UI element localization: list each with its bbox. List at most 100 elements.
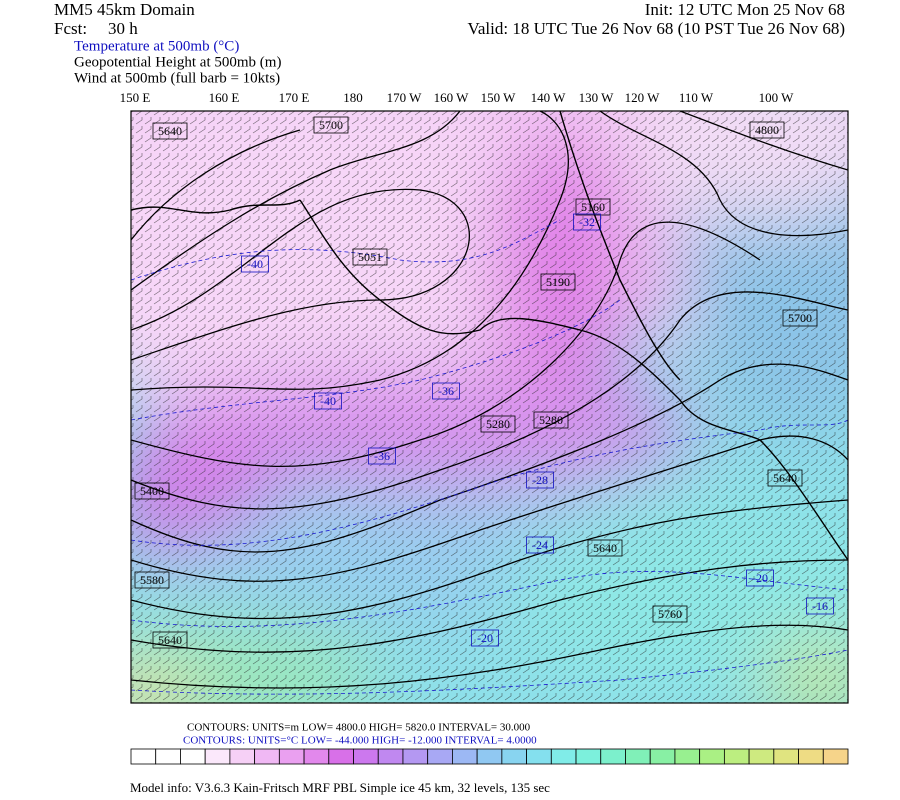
color-swatch [773,748,799,765]
temperature-label: -16 [812,599,828,613]
height-label-box [533,411,569,429]
height-label-box [152,631,188,649]
longitude-label: 170 E [279,90,310,105]
color-swatch [452,748,478,765]
temperature-contour-info: CONTOURS: UNITS=°C LOW= -44.000 HIGH= -1… [183,735,537,747]
height-label-box [575,198,611,216]
color-swatch [550,748,577,765]
color-swatch [353,748,379,765]
color-swatch [402,748,429,765]
height-label-box [134,571,170,589]
height-label-box [352,248,388,266]
height-label: 5160 [581,200,605,214]
height-label: 5051 [358,250,382,264]
height-label: 5280 [486,417,510,431]
field-height: Geopotential Height at 500mb (m) [74,54,281,70]
temperature-label-box [526,471,554,489]
height-label: 5640 [158,633,182,647]
longitude-label: 110 W [679,90,714,105]
color-swatch [674,748,701,765]
temperature-label: -36 [374,449,390,463]
temperature-label: -28 [532,473,548,487]
temperature-label-box [573,213,601,231]
temperature-label-box [314,392,342,410]
longitude-label: 170 W [387,90,423,105]
color-swatch [748,748,775,765]
height-label: 5700 [788,311,812,325]
height-label: 5640 [158,124,182,138]
color-swatch [822,748,849,765]
model-info: Model info: V3.6.3 Kain-Fritsch MRF PBL … [130,780,550,795]
height-label-box [134,482,170,500]
color-swatch [180,748,206,765]
color-swatch [303,748,330,765]
valid-time: Valid: 18 UTC Tue 26 Nov 68 (10 PST Tue … [467,19,845,38]
color-swatch [328,748,354,765]
map-frame [130,110,849,704]
color-bar [130,748,849,765]
contour-labels: 5640 5700 4800 5160 5051 5190 5700 5280 5280 5640… [134,116,834,649]
height-label-box [152,122,188,140]
height-label-box [782,309,818,327]
temperature-label: -40 [247,257,263,271]
temperature-label: -40 [320,394,336,408]
temperature-label: -20 [477,631,493,645]
color-swatch [625,748,651,765]
wind-barbs [131,111,848,703]
height-label: 5640 [593,541,617,555]
temperature-label: -32 [579,215,595,229]
color-swatch [600,748,626,765]
temperature-contours [131,219,848,695]
longitude-label: 160 E [209,90,240,105]
temperature-label: -24 [532,538,548,552]
temperature-label-box [432,382,460,400]
color-swatch [204,748,231,765]
color-swatch [723,748,750,765]
field-temperature: Temperature at 500mb (°C) [74,38,239,54]
height-label: 5400 [140,484,164,498]
height-label-box [313,116,349,134]
longitude-labels: 150 E 160 E 170 E 180 170 W 160 W 150 W 140 W 13… [120,90,794,105]
longitude-label: 120 W [625,90,661,105]
temperature-label-box [746,569,774,587]
forecast-hour: 30 h [108,19,138,38]
height-label: 5760 [658,607,682,621]
height-label-box [749,121,785,139]
temperature-label-box [806,597,834,615]
color-swatch [427,748,453,765]
longitude-label: 140 W [531,90,567,105]
temperature-label: -36 [438,384,454,398]
temperature-label-box [471,629,499,647]
color-swatch [699,748,725,765]
domain-title: MM5 45km Domain [54,0,195,19]
height-contours [131,111,848,689]
color-swatch [501,748,527,765]
height-label-box [480,415,516,433]
color-swatch [649,748,676,765]
longitude-label: 150 W [481,90,517,105]
temperature-label-box [241,255,269,273]
color-swatch [254,748,280,765]
longitude-label: 130 W [579,90,615,105]
height-label: 4800 [755,123,779,137]
height-label: 5700 [319,118,343,132]
color-swatch [155,748,181,765]
color-swatch [476,748,503,765]
color-swatch [377,748,404,765]
height-label: 5640 [773,471,797,485]
height-contour-info: CONTOURS: UNITS=m LOW= 4800.0 HIGH= 5820… [187,722,531,734]
height-label-box [767,469,803,487]
height-label: 5190 [546,275,570,289]
longitude-label: 100 W [759,90,795,105]
map-area: 5640 5700 4800 5160 5051 5190 5700 5280 5280 5640… [131,111,848,703]
height-label-box [652,605,688,623]
color-swatch [278,748,305,765]
color-swatch [575,748,602,765]
height-label: 5280 [539,413,563,427]
longitude-label: 160 W [434,90,470,105]
field-wind: Wind at 500mb (full barb = 10kts) [74,70,280,86]
color-swatch [130,748,157,765]
color-swatch [229,748,256,765]
height-label-box [587,539,623,557]
